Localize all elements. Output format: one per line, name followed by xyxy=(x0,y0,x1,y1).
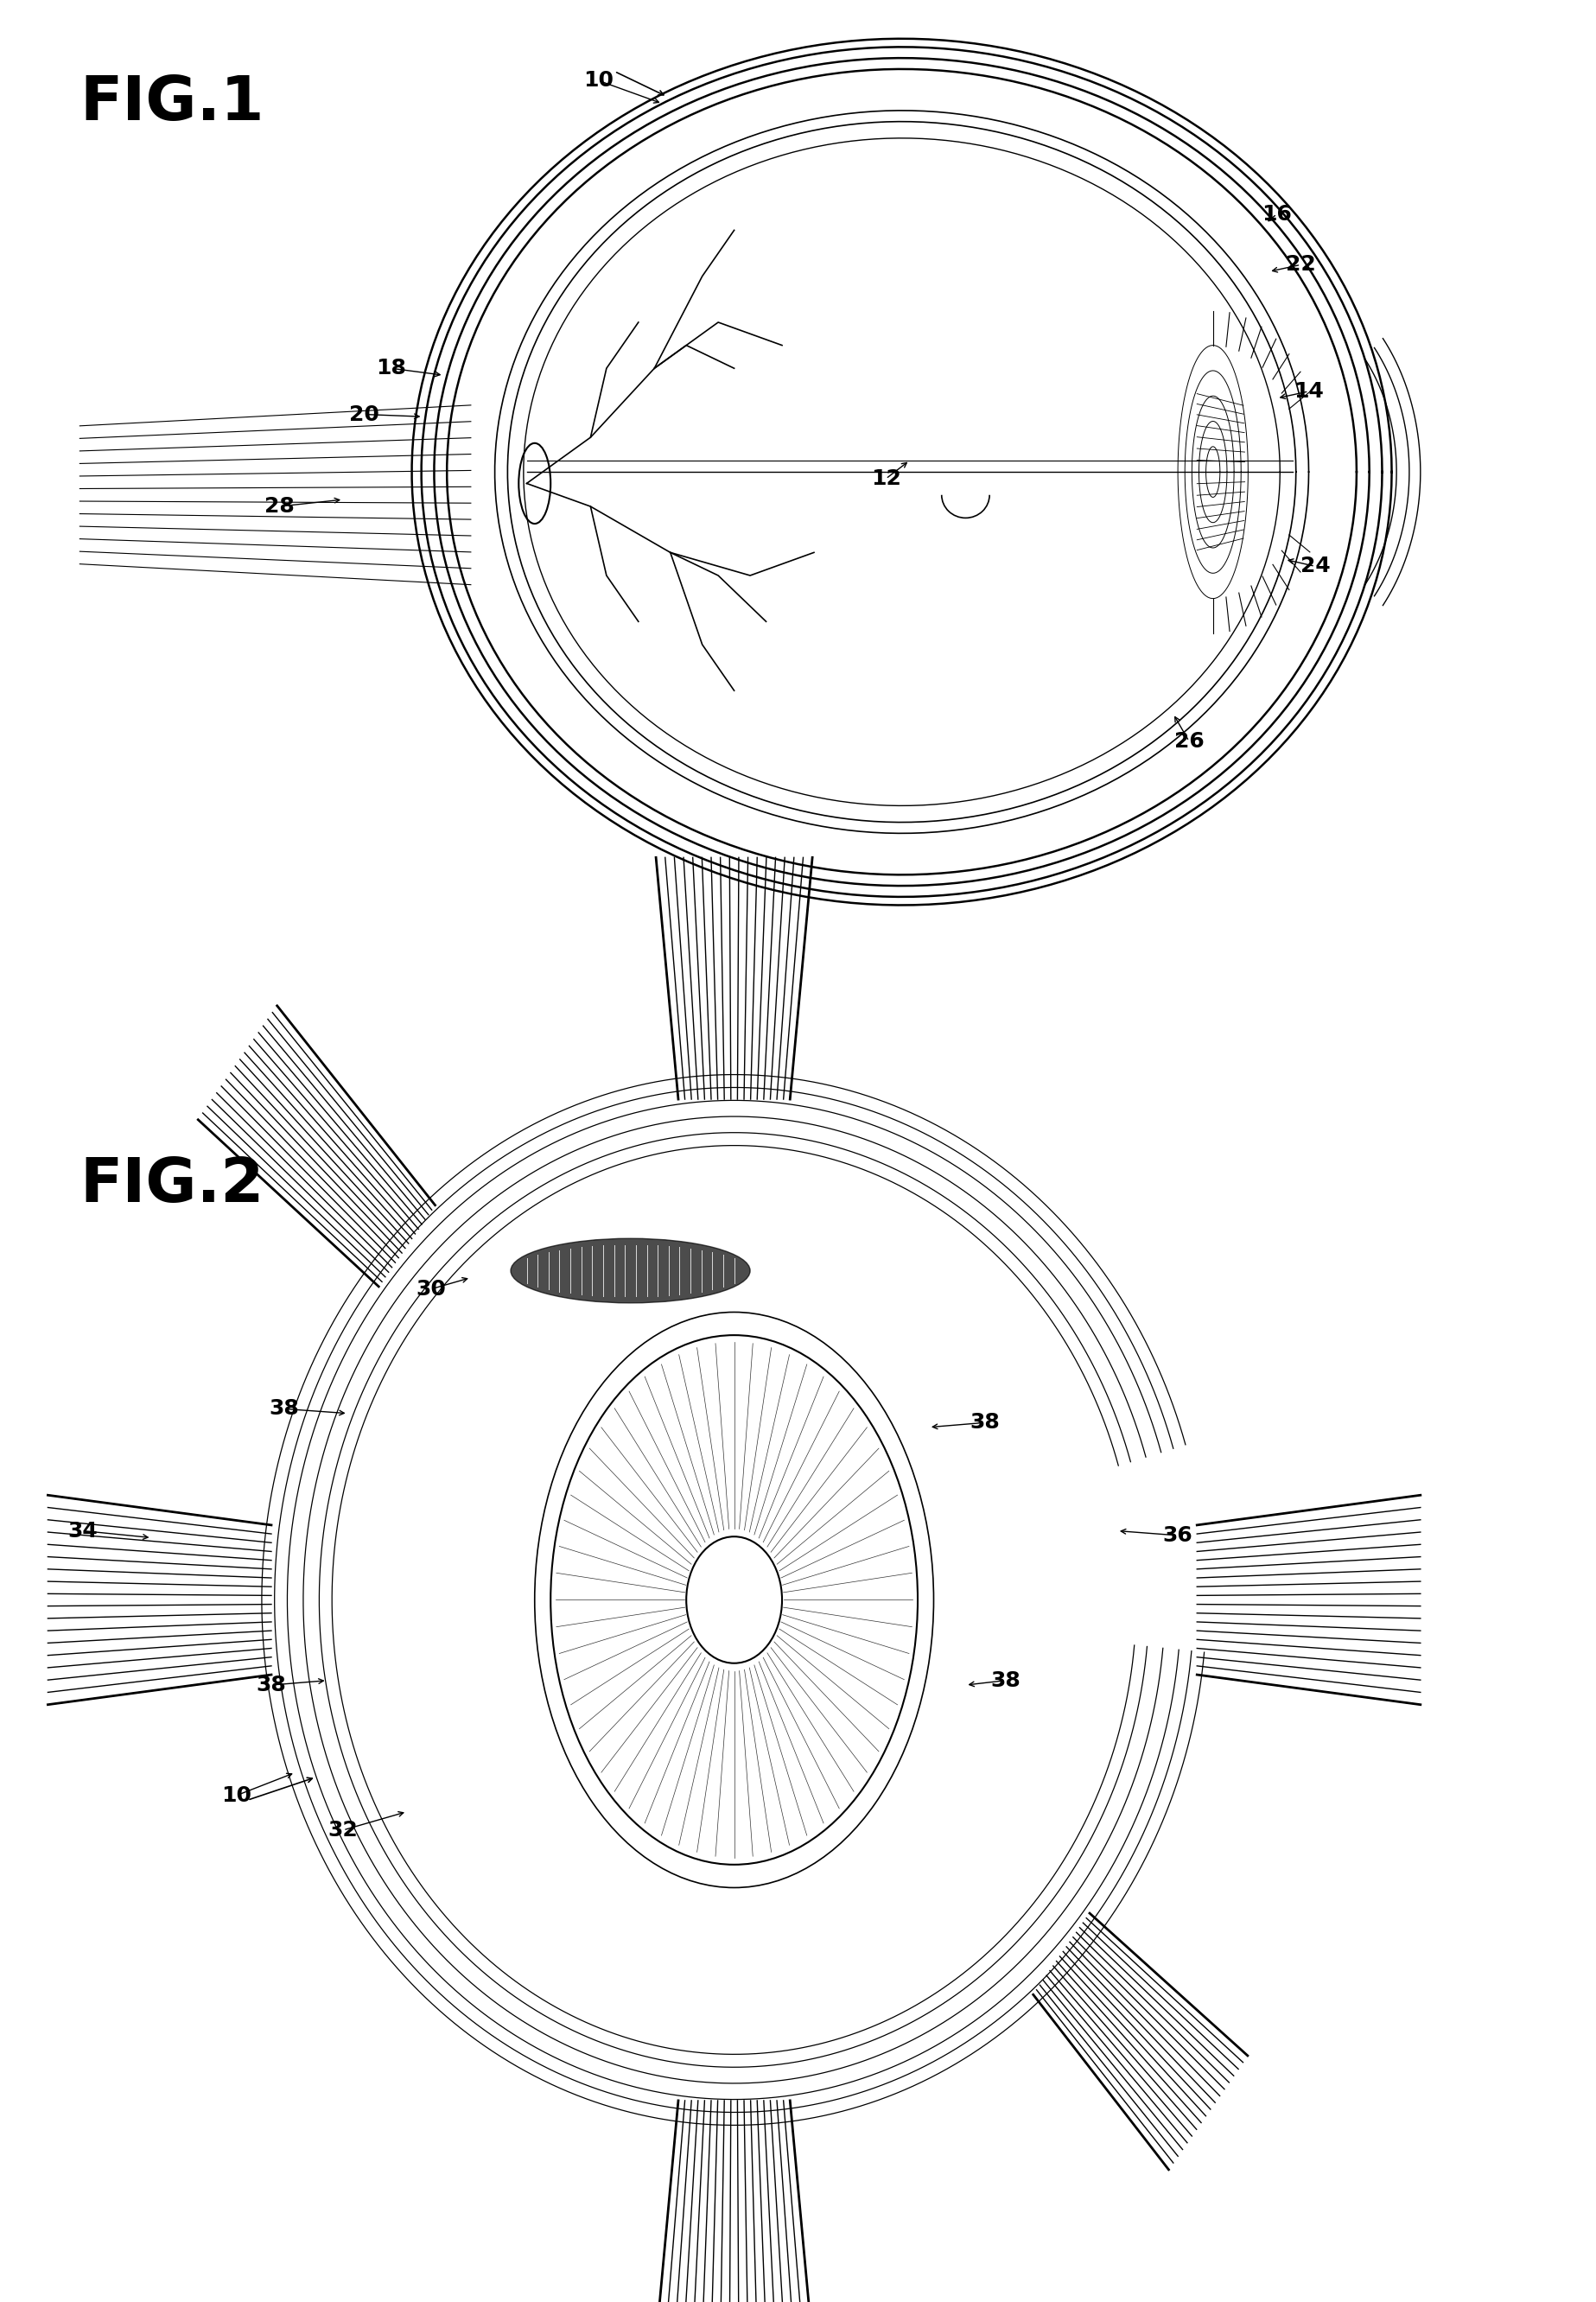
Text: 14: 14 xyxy=(1294,380,1323,403)
Text: FIG.2: FIG.2 xyxy=(80,1156,265,1215)
Text: 16: 16 xyxy=(1262,203,1291,226)
Text: 38: 38 xyxy=(991,1669,1020,1692)
Text: 38: 38 xyxy=(970,1411,999,1434)
Ellipse shape xyxy=(511,1238,750,1303)
Text: 28: 28 xyxy=(265,495,294,518)
Text: FIG.1: FIG.1 xyxy=(80,74,265,134)
Text: 12: 12 xyxy=(871,467,900,490)
Text: 24: 24 xyxy=(1301,555,1329,578)
Text: 20: 20 xyxy=(350,403,378,426)
Text: 10: 10 xyxy=(584,69,613,92)
Text: 38: 38 xyxy=(270,1397,298,1420)
Text: 32: 32 xyxy=(329,1819,358,1842)
Text: 10: 10 xyxy=(222,1784,251,1807)
Text: 22: 22 xyxy=(1286,253,1315,276)
Ellipse shape xyxy=(686,1538,782,1662)
Text: 36: 36 xyxy=(1163,1524,1192,1547)
Text: 30: 30 xyxy=(417,1278,445,1301)
Text: 18: 18 xyxy=(377,357,405,380)
Text: 38: 38 xyxy=(257,1674,286,1697)
Text: 26: 26 xyxy=(1175,730,1203,753)
Text: 34: 34 xyxy=(69,1519,97,1542)
